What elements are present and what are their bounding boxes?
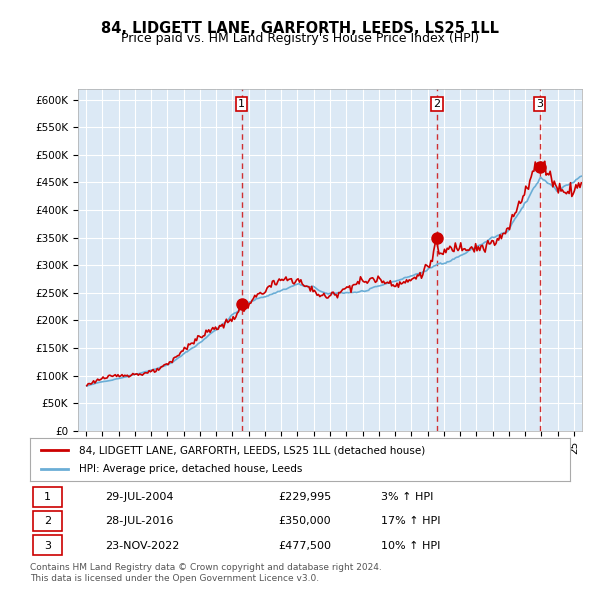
Text: 3% ↑ HPI: 3% ↑ HPI: [381, 492, 433, 502]
Text: 29-JUL-2004: 29-JUL-2004: [106, 492, 174, 502]
Text: 2: 2: [44, 516, 52, 526]
Text: 1: 1: [44, 492, 52, 502]
Text: £477,500: £477,500: [278, 541, 331, 550]
Text: 10% ↑ HPI: 10% ↑ HPI: [381, 541, 440, 550]
Text: 2: 2: [433, 99, 440, 109]
Text: 3: 3: [536, 99, 543, 109]
Text: £350,000: £350,000: [278, 516, 331, 526]
Text: 1: 1: [238, 99, 245, 109]
FancyBboxPatch shape: [32, 536, 62, 555]
Text: 23-NOV-2022: 23-NOV-2022: [106, 541, 180, 550]
Text: 28-JUL-2016: 28-JUL-2016: [106, 516, 174, 526]
Text: 84, LIDGETT LANE, GARFORTH, LEEDS, LS25 1LL: 84, LIDGETT LANE, GARFORTH, LEEDS, LS25 …: [101, 21, 499, 35]
Text: Price paid vs. HM Land Registry's House Price Index (HPI): Price paid vs. HM Land Registry's House …: [121, 32, 479, 45]
FancyBboxPatch shape: [32, 487, 62, 507]
Text: HPI: Average price, detached house, Leeds: HPI: Average price, detached house, Leed…: [79, 464, 302, 474]
FancyBboxPatch shape: [32, 511, 62, 531]
Text: 17% ↑ HPI: 17% ↑ HPI: [381, 516, 440, 526]
Text: Contains HM Land Registry data © Crown copyright and database right 2024.
This d: Contains HM Land Registry data © Crown c…: [30, 563, 382, 583]
Text: £229,995: £229,995: [278, 492, 332, 502]
Text: 3: 3: [44, 541, 52, 550]
Text: 84, LIDGETT LANE, GARFORTH, LEEDS, LS25 1LL (detached house): 84, LIDGETT LANE, GARFORTH, LEEDS, LS25 …: [79, 445, 425, 455]
